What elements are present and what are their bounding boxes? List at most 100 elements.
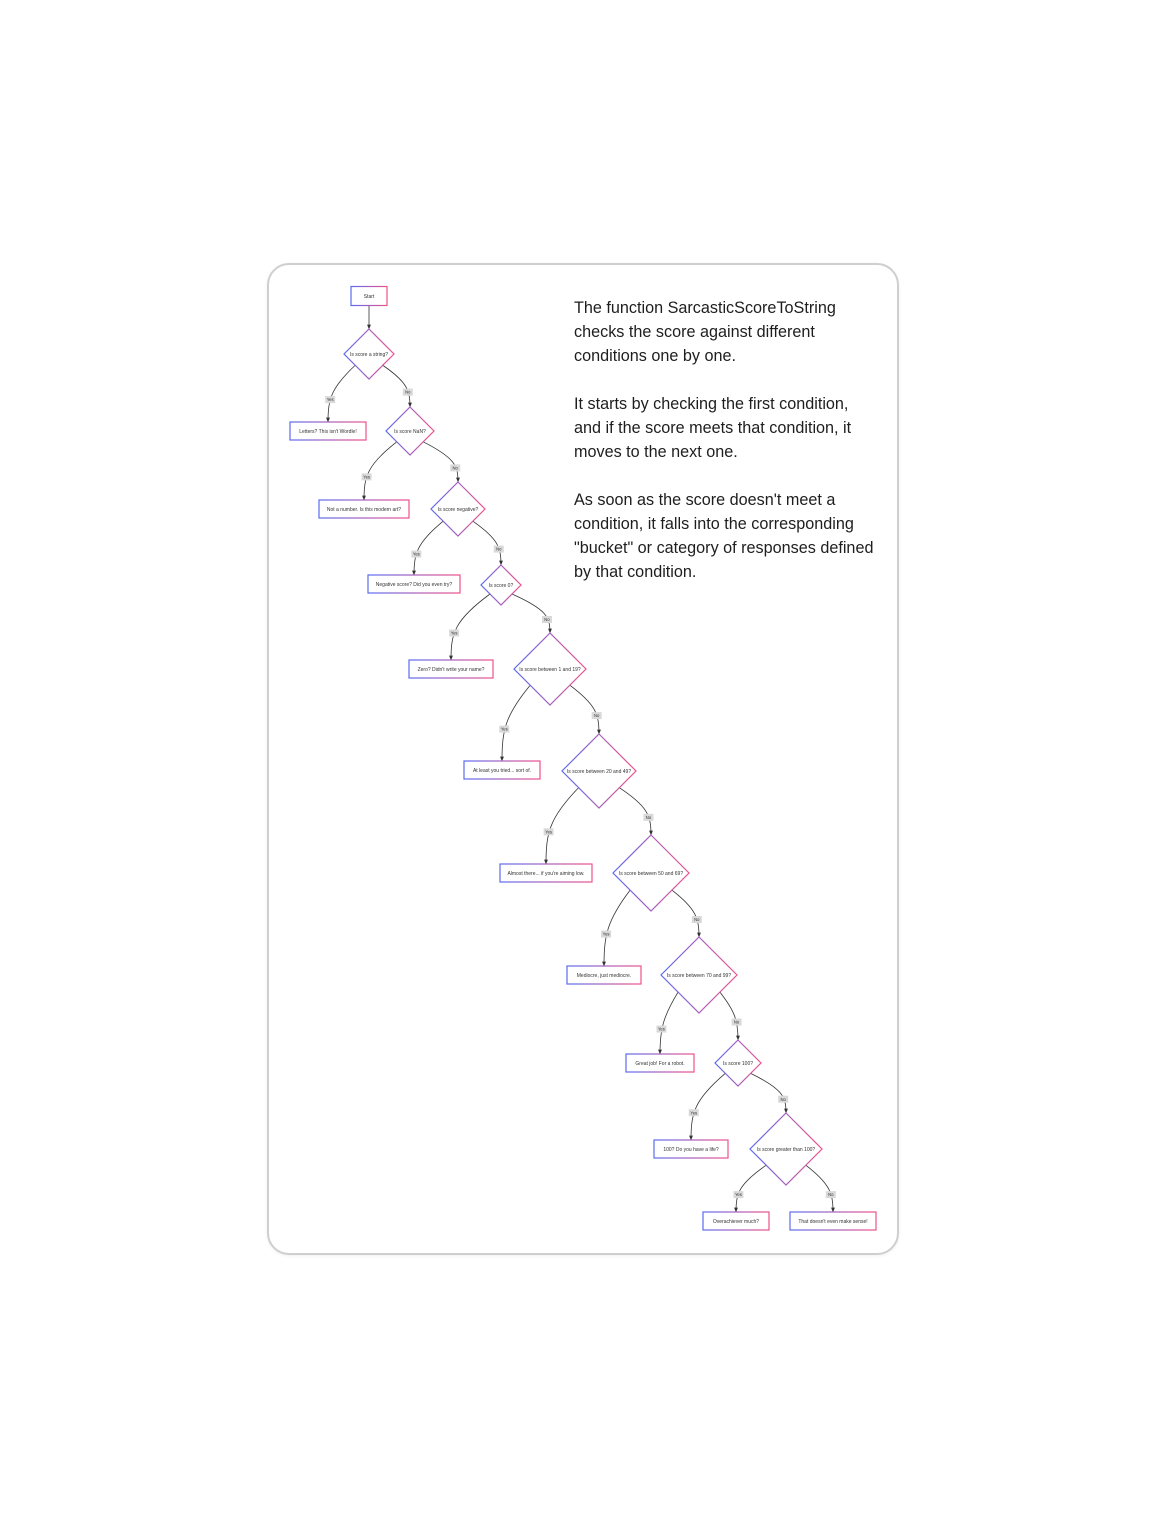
decision-1-yes-edge <box>326 364 356 423</box>
decision-2-yes-result-box <box>318 499 410 519</box>
decision-8-is-score-between-70-and-99-label: Is score between 70 and 99? <box>667 973 731 979</box>
decision-5-yes-result-box <box>463 760 541 780</box>
decision-9-yes-result: 100? Do you have a life? <box>653 1139 729 1159</box>
decision-4-yes-result-box <box>408 659 494 679</box>
decision-7-yes-edge <box>602 889 631 967</box>
decision-1-is-score-a-string-label: Is score a string? <box>350 352 388 358</box>
decision-10-no-label: No <box>825 1191 836 1199</box>
decision-1-no-label: No <box>402 388 413 396</box>
decision-4-yes-edge <box>449 593 491 661</box>
decision-5-no-edge <box>569 684 601 735</box>
decision-7-yes-label: Yes <box>601 930 612 938</box>
decision-5-yes-result: At least you tried... sort of. <box>463 760 541 780</box>
decision-1-yes-result-label: Letters? This isn't Wordle! <box>299 429 356 435</box>
decision-7-yes-result-label: Mediocre, just mediocre. <box>577 973 631 979</box>
explanation-paragraph-1: The function SarcasticScoreToString chec… <box>574 299 836 365</box>
decision-8-yes-label: Yes <box>656 1025 667 1033</box>
decision-10-yes-result-box <box>702 1211 770 1231</box>
decision-6-yes-result: Almost there... if you're aiming low. <box>499 863 593 883</box>
decision-8-yes-edge <box>658 991 679 1055</box>
decision-9-yes-edge <box>689 1073 726 1141</box>
svg-text:Yes: Yes <box>363 475 370 480</box>
decision-2-no-edge <box>423 441 460 483</box>
svg-text:Yes: Yes <box>545 829 552 834</box>
decision-3-no-edge <box>472 520 503 566</box>
decision-6-is-score-between-20-and-49: Is score between 20 and 49? <box>561 733 637 809</box>
decision-7-no-label: No <box>691 916 702 924</box>
edge-layer <box>326 305 835 1213</box>
decision-9-is-score-100-shape <box>714 1039 762 1087</box>
start-node-label: Start <box>364 294 375 300</box>
svg-text:Yes: Yes <box>603 932 610 937</box>
decision-5-yes-result-label: At least you tried... sort of. <box>473 768 531 774</box>
svg-text:No: No <box>544 617 550 622</box>
decision-9-yes-label: Yes <box>688 1109 699 1117</box>
decision-7-is-score-between-50-and-69-shape <box>612 834 690 912</box>
decision-10-is-score-greater-than-100-shape <box>749 1112 823 1186</box>
decision-8-is-score-between-70-and-99-shape <box>660 936 738 1014</box>
decision-8-yes-result: Great job! For a robot. <box>625 1053 695 1073</box>
svg-text:Yes: Yes <box>451 631 458 636</box>
decision-7-yes-result-box <box>566 965 642 985</box>
decision-7-no-edge <box>671 889 701 938</box>
decision-8-no-label: No <box>731 1018 742 1026</box>
decision-2-is-score-nan-label: Is score NaN? <box>394 429 426 435</box>
decision-8-no-edge <box>719 991 740 1041</box>
decision-5-is-score-between-1-and-19: Is score between 1 and 19? <box>513 632 587 706</box>
decision-6-yes-label: Yes <box>543 828 554 836</box>
decision-6-is-score-between-20-and-49-label: Is score between 20 and 49? <box>567 769 631 775</box>
decision-3-yes-label: Yes <box>411 550 422 558</box>
svg-text:No: No <box>694 917 700 922</box>
decision-9-yes-result-box <box>653 1139 729 1159</box>
svg-text:No: No <box>734 1020 740 1025</box>
svg-text:No: No <box>496 547 502 552</box>
decision-10-yes-label: Yes <box>733 1191 744 1199</box>
decision-5-is-score-between-1-and-19-label: Is score between 1 and 19? <box>519 667 581 673</box>
decision-2-is-score-nan: Is score NaN? <box>385 406 435 456</box>
svg-text:Yes: Yes <box>735 1192 742 1197</box>
svg-text:No: No <box>828 1192 834 1197</box>
decision-3-no-label: No <box>493 545 504 553</box>
decision-9-is-score-100-label: Is score 100? <box>723 1061 753 1067</box>
decision-10-no-result-box <box>789 1211 877 1231</box>
decision-6-yes-result-box <box>499 863 593 883</box>
decision-6-yes-result-label: Almost there... if you're aiming low. <box>507 871 584 877</box>
decision-2-yes-edge <box>362 441 398 501</box>
decision-2-no-label: No <box>450 464 461 472</box>
decision-6-no-edge <box>619 787 653 836</box>
decision-10-yes-result-label: Overachiever much? <box>713 1219 759 1225</box>
decision-8-yes-result-box <box>625 1053 695 1073</box>
decision-4-yes-result: Zero? Didn't write your name? <box>408 659 494 679</box>
decision-9-yes-result-label: 100? Do you have a life? <box>663 1147 719 1153</box>
decision-2-yes-result-label: Not a number. Is this modern art? <box>327 507 401 513</box>
decision-10-yes-result: Overachiever much? <box>702 1211 770 1231</box>
decision-1-yes-result-box <box>289 421 367 441</box>
decision-5-no-label: No <box>591 712 602 720</box>
decision-2-yes-label: Yes <box>361 473 372 481</box>
svg-text:Yes: Yes <box>658 1027 665 1032</box>
decision-3-yes-result-label: Negative score? Did you even try? <box>376 582 453 588</box>
svg-text:Yes: Yes <box>413 552 420 557</box>
decision-10-yes-edge <box>734 1164 767 1213</box>
decision-1-yes-label: Yes <box>325 396 336 404</box>
explanation-paragraph-2: It starts by checking the first conditio… <box>574 395 852 461</box>
start-node-box <box>350 285 388 307</box>
decision-4-yes-result-label: Zero? Didn't write your name? <box>418 667 485 673</box>
decision-7-is-score-between-50-and-69-label: Is score between 50 and 69? <box>619 871 683 877</box>
decision-6-yes-edge <box>544 787 579 865</box>
svg-text:No: No <box>594 713 600 718</box>
svg-text:No: No <box>453 466 459 471</box>
decision-4-is-score-0: Is score 0? <box>480 564 522 606</box>
svg-text:Yes: Yes <box>327 397 334 402</box>
decision-7-yes-result: Mediocre, just mediocre. <box>566 965 642 985</box>
decision-6-is-score-between-20-and-49-shape <box>561 733 637 809</box>
decision-4-no-label: No <box>541 616 552 623</box>
svg-text:Yes: Yes <box>501 727 508 732</box>
decision-9-is-score-100: Is score 100? <box>714 1039 762 1087</box>
explanation-text: The function SarcasticScoreToString chec… <box>574 296 874 608</box>
decision-1-is-score-a-string: Is score a string? <box>343 328 395 380</box>
decision-3-yes-result: Negative score? Did you even try? <box>367 574 461 594</box>
decision-10-no-result: That doesn't even make sense! <box>789 1211 877 1231</box>
decision-10-no-result-label: That doesn't even make sense! <box>798 1219 867 1225</box>
decision-4-is-score-0-shape <box>480 564 522 606</box>
